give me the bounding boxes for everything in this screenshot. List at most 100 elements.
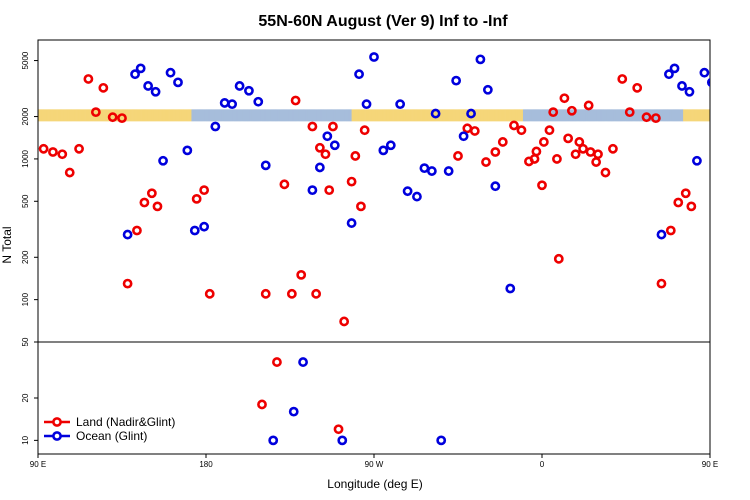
band-segment: [110, 109, 113, 122]
ocean-point: [718, 147, 725, 154]
band-segment: [725, 109, 727, 121]
band-segment: [210, 109, 212, 122]
band-segment: [728, 109, 730, 121]
land-point: [132, 225, 142, 236]
band-segment: [359, 109, 361, 122]
band-segment: [254, 109, 256, 122]
band-segment: [601, 109, 603, 122]
band-segment: [543, 109, 545, 122]
band-segment: [190, 109, 192, 122]
band-segment: [678, 109, 681, 122]
band-segment: [730, 109, 732, 121]
band-segment: [264, 109, 266, 122]
band-segment: [486, 109, 488, 122]
land-point: [320, 149, 331, 160]
band-segment: [688, 109, 691, 122]
band-segment: [63, 109, 66, 122]
ocean-point: [210, 121, 221, 132]
band-segment: [390, 109, 393, 122]
land-point: [574, 137, 585, 147]
band-segment: [665, 109, 667, 122]
band-segment: [526, 109, 528, 122]
band-segment: [682, 109, 684, 122]
land-point: [199, 185, 210, 196]
band-segment: [244, 109, 246, 122]
band-segment: [181, 109, 183, 122]
band-segment: [153, 109, 155, 122]
band-segment: [154, 109, 156, 122]
band-segment: [71, 109, 74, 122]
band-segment: [318, 109, 320, 122]
band-segment: [363, 109, 366, 122]
band-segment: [240, 109, 243, 122]
band-segment: [584, 109, 587, 122]
band-segment: [528, 109, 531, 122]
y-tick-label: 50: [21, 337, 30, 346]
band-segment: [573, 109, 575, 122]
band-segment: [269, 109, 272, 122]
ocean-point: [369, 52, 379, 62]
band-segment: [82, 109, 85, 122]
band-segment: [479, 109, 481, 122]
land-point: [279, 179, 290, 190]
band-segment: [60, 109, 62, 122]
band-segment: [530, 109, 533, 122]
band-segment: [130, 109, 133, 122]
band-segment: [128, 109, 131, 122]
band-segment: [83, 109, 86, 122]
band-segment: [684, 109, 686, 122]
land-point: [286, 288, 297, 299]
band-segment: [480, 109, 482, 122]
band-segment: [611, 109, 613, 122]
band-segment: [638, 109, 640, 122]
land-point: [117, 113, 127, 124]
band-segment: [362, 109, 365, 122]
band-segment: [325, 109, 328, 122]
band-segment: [242, 109, 245, 122]
band-segment: [548, 109, 551, 122]
land-point: [516, 125, 527, 136]
band-segment: [561, 109, 563, 122]
band-segment: [462, 109, 464, 122]
band-segment: [62, 109, 65, 122]
band-segment: [695, 109, 697, 122]
band-segment: [44, 109, 47, 122]
band-segment: [660, 109, 663, 122]
band-segment: [397, 109, 400, 122]
band-segment: [173, 109, 176, 122]
band-segment: [382, 109, 385, 122]
ocean-point: [475, 54, 486, 65]
ocean-point: [244, 85, 254, 96]
band-segment: [229, 109, 232, 122]
band-segment: [609, 109, 611, 122]
band-segment: [430, 109, 432, 122]
band-segment: [453, 109, 456, 122]
band-segment: [469, 109, 471, 122]
band-segment: [741, 109, 743, 121]
band-segment: [147, 109, 150, 122]
band-segment: [510, 109, 513, 122]
band-segment: [245, 109, 247, 122]
band-segment: [160, 109, 162, 122]
land-point: [139, 197, 150, 208]
band-segment: [697, 109, 700, 122]
legend: Land (Nadir&Glint)Ocean (Glint): [44, 415, 175, 443]
band-segment: [540, 109, 543, 122]
band-segment: [265, 109, 267, 122]
band-segment: [152, 109, 154, 122]
band-segment: [278, 109, 281, 122]
band-segment: [256, 109, 258, 122]
band-segment: [53, 109, 56, 122]
band-segment: [46, 109, 49, 122]
band-segment: [148, 109, 151, 122]
band-segment: [416, 109, 419, 122]
band-segment: [48, 109, 50, 122]
ocean-point: [436, 435, 447, 446]
band-segment: [515, 109, 517, 122]
band-segment: [144, 109, 146, 122]
band-segment: [426, 109, 429, 122]
band-segment: [354, 109, 357, 122]
band-segment: [279, 109, 282, 122]
land-point: [559, 93, 570, 104]
